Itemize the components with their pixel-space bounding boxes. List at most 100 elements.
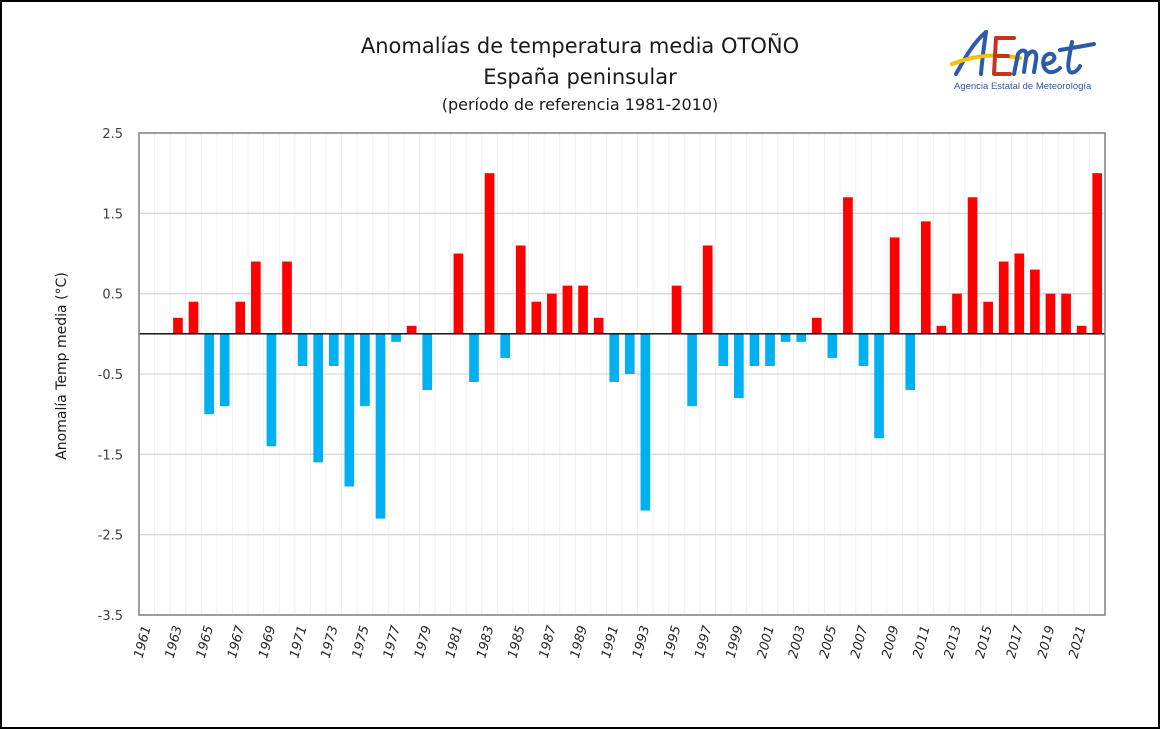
bar-1988 <box>562 285 573 334</box>
x-tick-label: 1969 <box>256 624 279 660</box>
bar-1981 <box>453 253 464 334</box>
bars <box>173 173 1103 519</box>
x-tick-label: 1975 <box>350 624 373 660</box>
x-tick-label: 2017 <box>1004 623 1027 660</box>
chart-subtitle-period: (período de referencia 1981-2010) <box>441 95 719 114</box>
y-tick-label: -3.5 <box>98 609 123 624</box>
x-tick-label: 1983 <box>474 624 497 660</box>
x-tick-label: 1965 <box>194 624 217 660</box>
aemet-logo-caption: Agencia Estatal de Meteorología <box>954 81 1092 92</box>
x-tick-label: 2003 <box>786 624 809 660</box>
bar-1969 <box>266 333 277 447</box>
x-tick-label: 1999 <box>724 624 747 660</box>
bar-1978 <box>406 325 417 334</box>
x-tick-label: 2019 <box>1035 624 1058 660</box>
y-tick-label: -0.5 <box>98 368 123 383</box>
x-tick-label: 1961 <box>132 624 155 660</box>
x-tick-label: 2013 <box>942 624 965 660</box>
x-tick-label: 1995 <box>661 624 684 660</box>
bar-2002 <box>780 333 791 342</box>
x-tick-label: 2015 <box>973 624 996 660</box>
bar-1971 <box>297 333 308 366</box>
bar-1972 <box>313 333 324 463</box>
bar-1999 <box>734 333 744 399</box>
bar-1977 <box>391 333 401 342</box>
bar-1963 <box>173 317 183 334</box>
bar-1991 <box>609 333 620 383</box>
bar-2015 <box>983 301 993 334</box>
bar-1998 <box>718 333 729 366</box>
bar-1966 <box>219 333 230 407</box>
y-tick-label: 1.5 <box>102 207 123 222</box>
bar-1985 <box>515 245 526 334</box>
bar-1986 <box>531 301 542 334</box>
bar-1982 <box>469 333 479 383</box>
y-tick-label: -1.5 <box>98 448 123 463</box>
x-tick-label: 1993 <box>630 624 653 660</box>
bar-1967 <box>235 301 246 334</box>
bar-2011 <box>920 221 931 334</box>
bar-1964 <box>188 301 199 334</box>
y-tick-label: -2.5 <box>98 529 123 544</box>
bar-2000 <box>749 333 760 366</box>
y-tick-label: 0.5 <box>102 288 123 303</box>
bar-1974 <box>344 333 355 487</box>
x-tick-label: 1979 <box>412 624 435 660</box>
bar-1968 <box>251 261 261 334</box>
bar-1997 <box>702 245 713 334</box>
bar-2010 <box>905 333 916 391</box>
chart-subtitle-region: España peninsular <box>483 65 677 89</box>
bar-1996 <box>687 333 697 407</box>
bar-2014 <box>967 197 978 334</box>
x-tick-label: 1971 <box>287 624 310 660</box>
bar-2022 <box>1092 173 1103 334</box>
x-tick-label: 2021 <box>1066 624 1089 660</box>
bar-1976 <box>375 333 386 519</box>
x-tick-label: 1987 <box>537 623 560 660</box>
x-tick-label: 1981 <box>443 624 466 660</box>
bar-2020 <box>1061 293 1071 334</box>
bar-2019 <box>1045 293 1056 334</box>
bar-2016 <box>998 261 1009 334</box>
bar-2018 <box>1030 269 1040 334</box>
bar-1990 <box>593 317 604 334</box>
bar-2008 <box>874 333 884 439</box>
bar-2003 <box>796 333 807 342</box>
y-tick-label: 2.5 <box>102 127 123 142</box>
gridlines <box>139 132 1105 616</box>
bar-2006 <box>843 197 853 334</box>
x-axis-ticks: 1961 1963 1965 1967 1969 1971 1973 1975 1977 1979… <box>132 623 1090 660</box>
x-tick-label: 1973 <box>319 624 342 660</box>
bar-1989 <box>578 285 588 334</box>
bar-1983 <box>484 173 495 334</box>
bar-1993 <box>640 333 651 511</box>
bar-1987 <box>547 293 557 334</box>
x-tick-label: 1997 <box>693 623 716 660</box>
x-tick-label: 1967 <box>225 623 248 660</box>
bar-1979 <box>422 333 433 391</box>
y-axis-label: Anomalía Temp media (°C) <box>54 272 70 460</box>
bar-1984 <box>500 333 510 358</box>
bar-2001 <box>765 333 775 366</box>
bar-2004 <box>811 317 822 334</box>
bar-2007 <box>858 333 869 366</box>
x-tick-label: 2005 <box>817 624 840 660</box>
bar-1992 <box>624 333 635 374</box>
bar-2009 <box>889 237 900 334</box>
x-tick-label: 2009 <box>879 624 902 660</box>
chart-title-block: Anomalías de temperatura media OTOÑO Esp… <box>300 30 860 118</box>
bar-2017 <box>1014 253 1025 334</box>
bar-1965 <box>204 333 214 415</box>
y-axis-ticks: 2.5 1.5 0.5 -0.5 -1.5 -2.5 -3.5 <box>98 127 123 624</box>
x-tick-label: 1985 <box>506 624 529 660</box>
x-tick-label: 1991 <box>599 624 622 660</box>
x-tick-label: 1989 <box>568 624 591 660</box>
x-tick-label: 2007 <box>848 623 871 660</box>
aemet-logo <box>948 24 1113 100</box>
bar-1995 <box>671 285 682 334</box>
bar-1970 <box>282 261 292 334</box>
bar-2021 <box>1076 325 1087 334</box>
x-tick-label: 2011 <box>911 624 934 660</box>
